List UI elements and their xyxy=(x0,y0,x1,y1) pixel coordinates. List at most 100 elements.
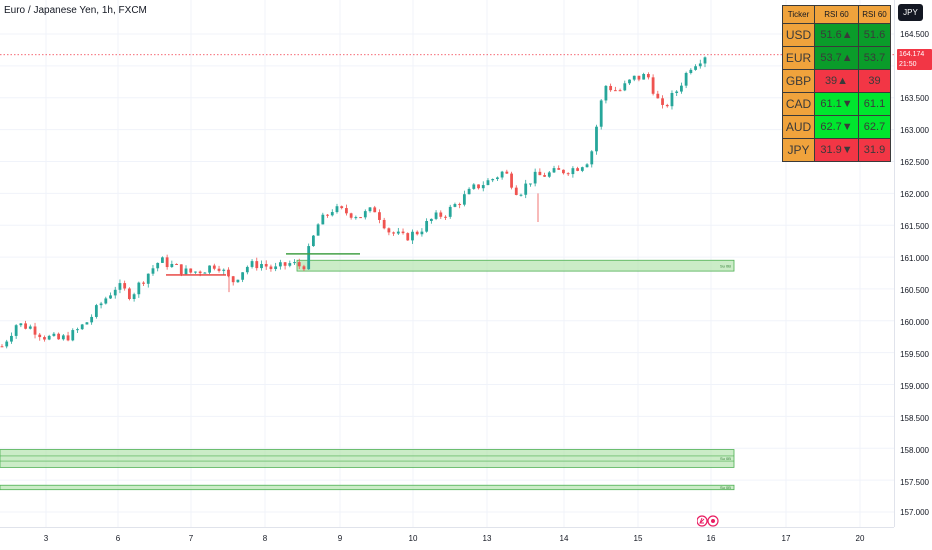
rsi-ticker-cell: EUR xyxy=(782,46,815,70)
candle-body xyxy=(477,184,480,189)
candle-body xyxy=(689,69,693,73)
candle-body xyxy=(118,283,122,290)
candle-body xyxy=(632,75,636,80)
price-axis-label: 159.500 xyxy=(900,350,929,359)
candle-body xyxy=(675,91,679,93)
candle-body xyxy=(326,214,329,216)
candle-body xyxy=(349,213,353,218)
candle-body xyxy=(217,268,221,271)
candle-body xyxy=(335,206,339,213)
currency-button[interactable]: JPY xyxy=(898,4,923,21)
time-axis-label: 8 xyxy=(262,534,268,543)
price-axis-label: 157.000 xyxy=(900,508,929,517)
candle-body xyxy=(80,324,84,330)
price-axis-label: 164.500 xyxy=(900,30,929,39)
candle-body xyxy=(57,333,61,340)
candle-body xyxy=(552,168,556,173)
candle-body xyxy=(439,212,443,217)
candle-body xyxy=(127,288,131,300)
candle-body xyxy=(151,268,155,274)
rsi-row: USD 51.6▲ 51.6 xyxy=(782,23,891,47)
candle-body xyxy=(646,74,650,78)
candle-body xyxy=(392,232,396,234)
rsi-ticker-cell: CAD xyxy=(782,92,815,116)
tradingview-logo-icon xyxy=(697,515,719,527)
time-axis-label: 3 xyxy=(43,534,49,543)
candle-body xyxy=(245,266,249,273)
time-axis[interactable]: 3 6 7 8 9 10 13 14 15 16 17 20 xyxy=(0,527,894,550)
candle-body xyxy=(175,263,178,265)
candle-body xyxy=(680,85,683,92)
candle-body xyxy=(378,212,381,220)
chart-area[interactable]: Su 0B Su 0B Su 0B Euro / Japanese Yen, 1h,… xyxy=(0,0,894,527)
candle-body xyxy=(260,264,263,269)
candle-body xyxy=(661,98,664,105)
rsi-value-cell: 53.7 xyxy=(858,46,891,70)
demand-zones: Su 0B Su 0B Su 0B xyxy=(0,259,735,491)
candle-body xyxy=(109,295,112,299)
candle-body xyxy=(250,261,254,267)
time-axis-label: 14 xyxy=(559,534,569,543)
candle-body xyxy=(670,92,674,107)
price-axis-label: 161.000 xyxy=(900,254,929,263)
rsi-row: AUD 62.7▼ 62.7 xyxy=(782,115,891,139)
candle-body xyxy=(467,188,471,195)
candle-body xyxy=(519,194,523,196)
candle-body xyxy=(297,262,301,267)
candle-body xyxy=(510,173,513,188)
time-axis-label: 20 xyxy=(855,534,865,543)
candle-body xyxy=(307,246,311,270)
candle-body xyxy=(547,172,551,177)
candle-body xyxy=(595,126,598,152)
candle-body xyxy=(448,206,452,217)
price-chart[interactable]: Su 0B Su 0B Su 0B xyxy=(0,0,894,527)
rsi-arrow-cell: 51.6▲ xyxy=(814,23,859,47)
candle-body xyxy=(642,74,646,80)
candle-body xyxy=(613,90,617,92)
candle-body xyxy=(198,271,202,274)
price-axis-label: 158.000 xyxy=(900,446,929,455)
candles xyxy=(0,56,707,349)
candle-body xyxy=(170,263,174,268)
candle-body xyxy=(505,171,509,174)
candle-body xyxy=(656,93,660,99)
candle-body xyxy=(538,171,542,176)
rsi-row: CAD 61.1▼ 61.1 xyxy=(782,92,891,116)
candle-body xyxy=(321,214,325,225)
candle-body xyxy=(71,330,75,341)
rsi-ticker-cell: AUD xyxy=(782,115,815,139)
candle-body xyxy=(698,63,702,67)
time-axis-label: 13 xyxy=(482,534,492,543)
candle-body xyxy=(420,231,424,235)
candle-body xyxy=(288,263,292,266)
candle-body xyxy=(401,231,405,234)
candle-body xyxy=(236,279,240,283)
countdown-timer: 21:50 xyxy=(899,61,917,68)
candle-body xyxy=(269,266,273,270)
candle-body xyxy=(651,77,655,94)
candle-body xyxy=(165,257,169,268)
candle-body xyxy=(368,207,372,212)
candle-body xyxy=(66,335,70,341)
price-axis[interactable]: 164.500164.000163.500163.000162.500162.0… xyxy=(894,0,932,527)
price-axis-label: 157.500 xyxy=(900,478,929,487)
price-axis-label: 160.500 xyxy=(900,286,929,295)
candle-body xyxy=(184,268,188,275)
demand-zone xyxy=(0,484,735,491)
candle-body xyxy=(123,283,127,289)
candle-body xyxy=(637,75,641,80)
rsi-table: Ticker RSI 60 RSI 60 USD 51.6▲ 51.6 EUR 53.7… xyxy=(782,5,891,162)
rsi-ticker-cell: GBP xyxy=(782,69,815,93)
candle-body xyxy=(340,206,344,209)
candle-body xyxy=(10,335,13,342)
price-axis-label: 163.500 xyxy=(900,94,929,103)
candle-body xyxy=(425,221,429,232)
candle-body xyxy=(557,168,561,170)
candle-body xyxy=(406,233,410,241)
candle-body xyxy=(274,266,278,270)
candle-body xyxy=(628,79,631,84)
rsi-value-cell: 31.9 xyxy=(858,138,891,162)
candle-body xyxy=(609,85,613,91)
candle-body xyxy=(566,173,570,175)
candle-body xyxy=(703,57,707,64)
